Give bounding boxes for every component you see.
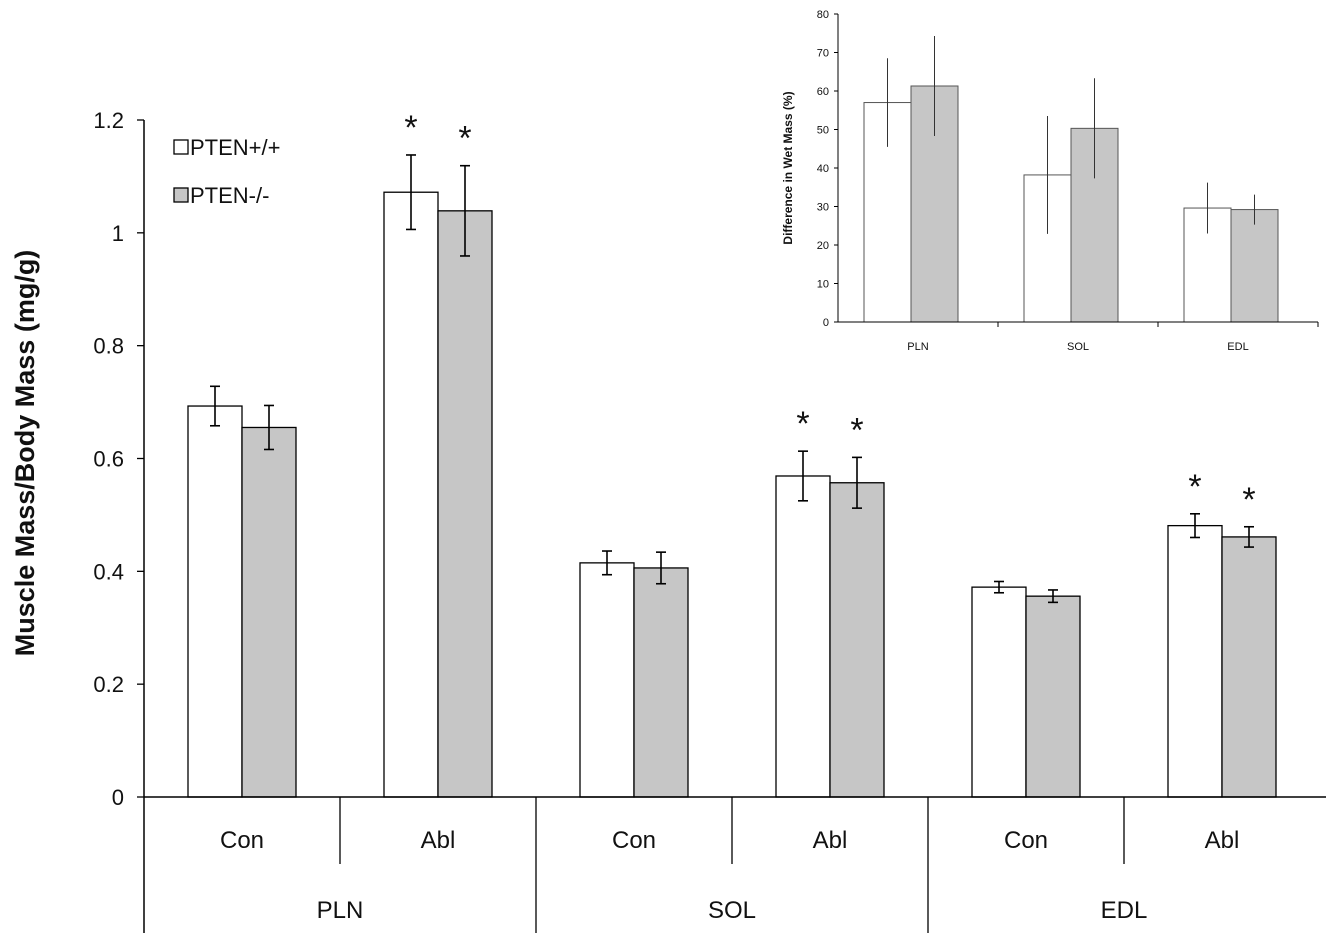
legend-swatch-pten-wt xyxy=(173,139,189,155)
bars xyxy=(187,191,1277,798)
y-tick-label: 0 xyxy=(112,785,124,810)
bar xyxy=(633,567,689,798)
axes xyxy=(137,119,1326,933)
inset-x-tick-label: PLN xyxy=(907,341,928,353)
bar xyxy=(971,586,1027,798)
y-tick-label: 0.4 xyxy=(93,559,124,584)
inset-axes xyxy=(834,13,1319,327)
y-tick-label: 1.2 xyxy=(93,108,124,133)
significance-star: * xyxy=(796,405,809,443)
error-bars xyxy=(210,154,1254,604)
x-tick-labels: Con Abl Con Abl Con Abl PLN SOL EDL xyxy=(220,827,1239,924)
significance-star: * xyxy=(1242,481,1255,519)
significance-star: * xyxy=(404,109,417,147)
inset-y-tick-label: 20 xyxy=(817,240,829,252)
bar xyxy=(579,562,635,798)
bar xyxy=(1167,524,1223,798)
y-axis-label: Muscle Mass/Body Mass (mg/g) xyxy=(10,250,40,657)
y-tick-label: 0.6 xyxy=(93,447,124,472)
legend: PTEN+/+ PTEN-/- xyxy=(173,135,280,208)
inset-y-tick-label: 50 xyxy=(817,125,829,137)
inset-y-tick-label: 70 xyxy=(817,48,829,60)
inset-chart: Difference in Wet Mass (%) 0 10 20 30 40 50 60… xyxy=(760,0,1326,365)
x-tick-label: Abl xyxy=(1205,827,1240,854)
significance-star: * xyxy=(458,120,471,158)
x-tick-label: Con xyxy=(1004,827,1048,854)
inset-x-tick-label: SOL xyxy=(1067,341,1089,353)
significance-star: * xyxy=(850,411,863,449)
inset-y-tick-label: 80 xyxy=(817,9,829,21)
inset-y-tick-label: 60 xyxy=(817,86,829,98)
inset-x-tick-labels: PLN SOL EDL xyxy=(907,341,1248,353)
bar xyxy=(1221,536,1277,798)
bar xyxy=(383,191,439,798)
legend-label-pten-ko: PTEN-/- xyxy=(190,183,269,208)
bar xyxy=(437,210,493,798)
group-label: PLN xyxy=(317,897,364,924)
group-label: SOL xyxy=(708,897,756,924)
inset-x-tick-label: EDL xyxy=(1227,341,1248,353)
bar xyxy=(241,426,297,798)
y-tick-label: 1 xyxy=(112,221,124,246)
x-tick-label: Con xyxy=(220,827,264,854)
significance-markers: * * * * * * xyxy=(404,109,1255,519)
inset-y-tick-label: 10 xyxy=(817,279,829,291)
group-label: EDL xyxy=(1101,897,1148,924)
bar xyxy=(1025,595,1081,798)
legend-swatch-pten-ko xyxy=(173,187,189,203)
y-tick-label: 0.2 xyxy=(93,672,124,697)
y-tick-label: 0.8 xyxy=(93,334,124,359)
x-tick-label: Abl xyxy=(813,827,848,854)
inset-bar xyxy=(1230,209,1279,323)
inset-y-tick-label: 0 xyxy=(823,317,829,329)
inset-y-tick-label: 30 xyxy=(817,202,829,214)
inset-bars xyxy=(863,85,1279,323)
significance-star: * xyxy=(1188,468,1201,506)
legend-label-pten-wt: PTEN+/+ xyxy=(190,135,280,160)
y-tick-labels: 0 0.2 0.4 0.6 0.8 1 1.2 xyxy=(93,108,124,810)
x-tick-label: Con xyxy=(612,827,656,854)
inset-y-tick-label: 40 xyxy=(817,163,829,175)
x-tick-label: Abl xyxy=(421,827,456,854)
inset-error-bars xyxy=(887,35,1255,234)
main-chart: Muscle Mass/Body Mass (mg/g) 00.20.40.60… xyxy=(10,108,1326,933)
bar xyxy=(829,482,885,798)
bar xyxy=(187,405,243,798)
inset-y-tick-labels: 0 10 20 30 40 50 60 70 80 xyxy=(817,9,829,329)
inset-y-axis-label: Difference in Wet Mass (%) xyxy=(781,91,795,244)
bar xyxy=(775,475,831,798)
